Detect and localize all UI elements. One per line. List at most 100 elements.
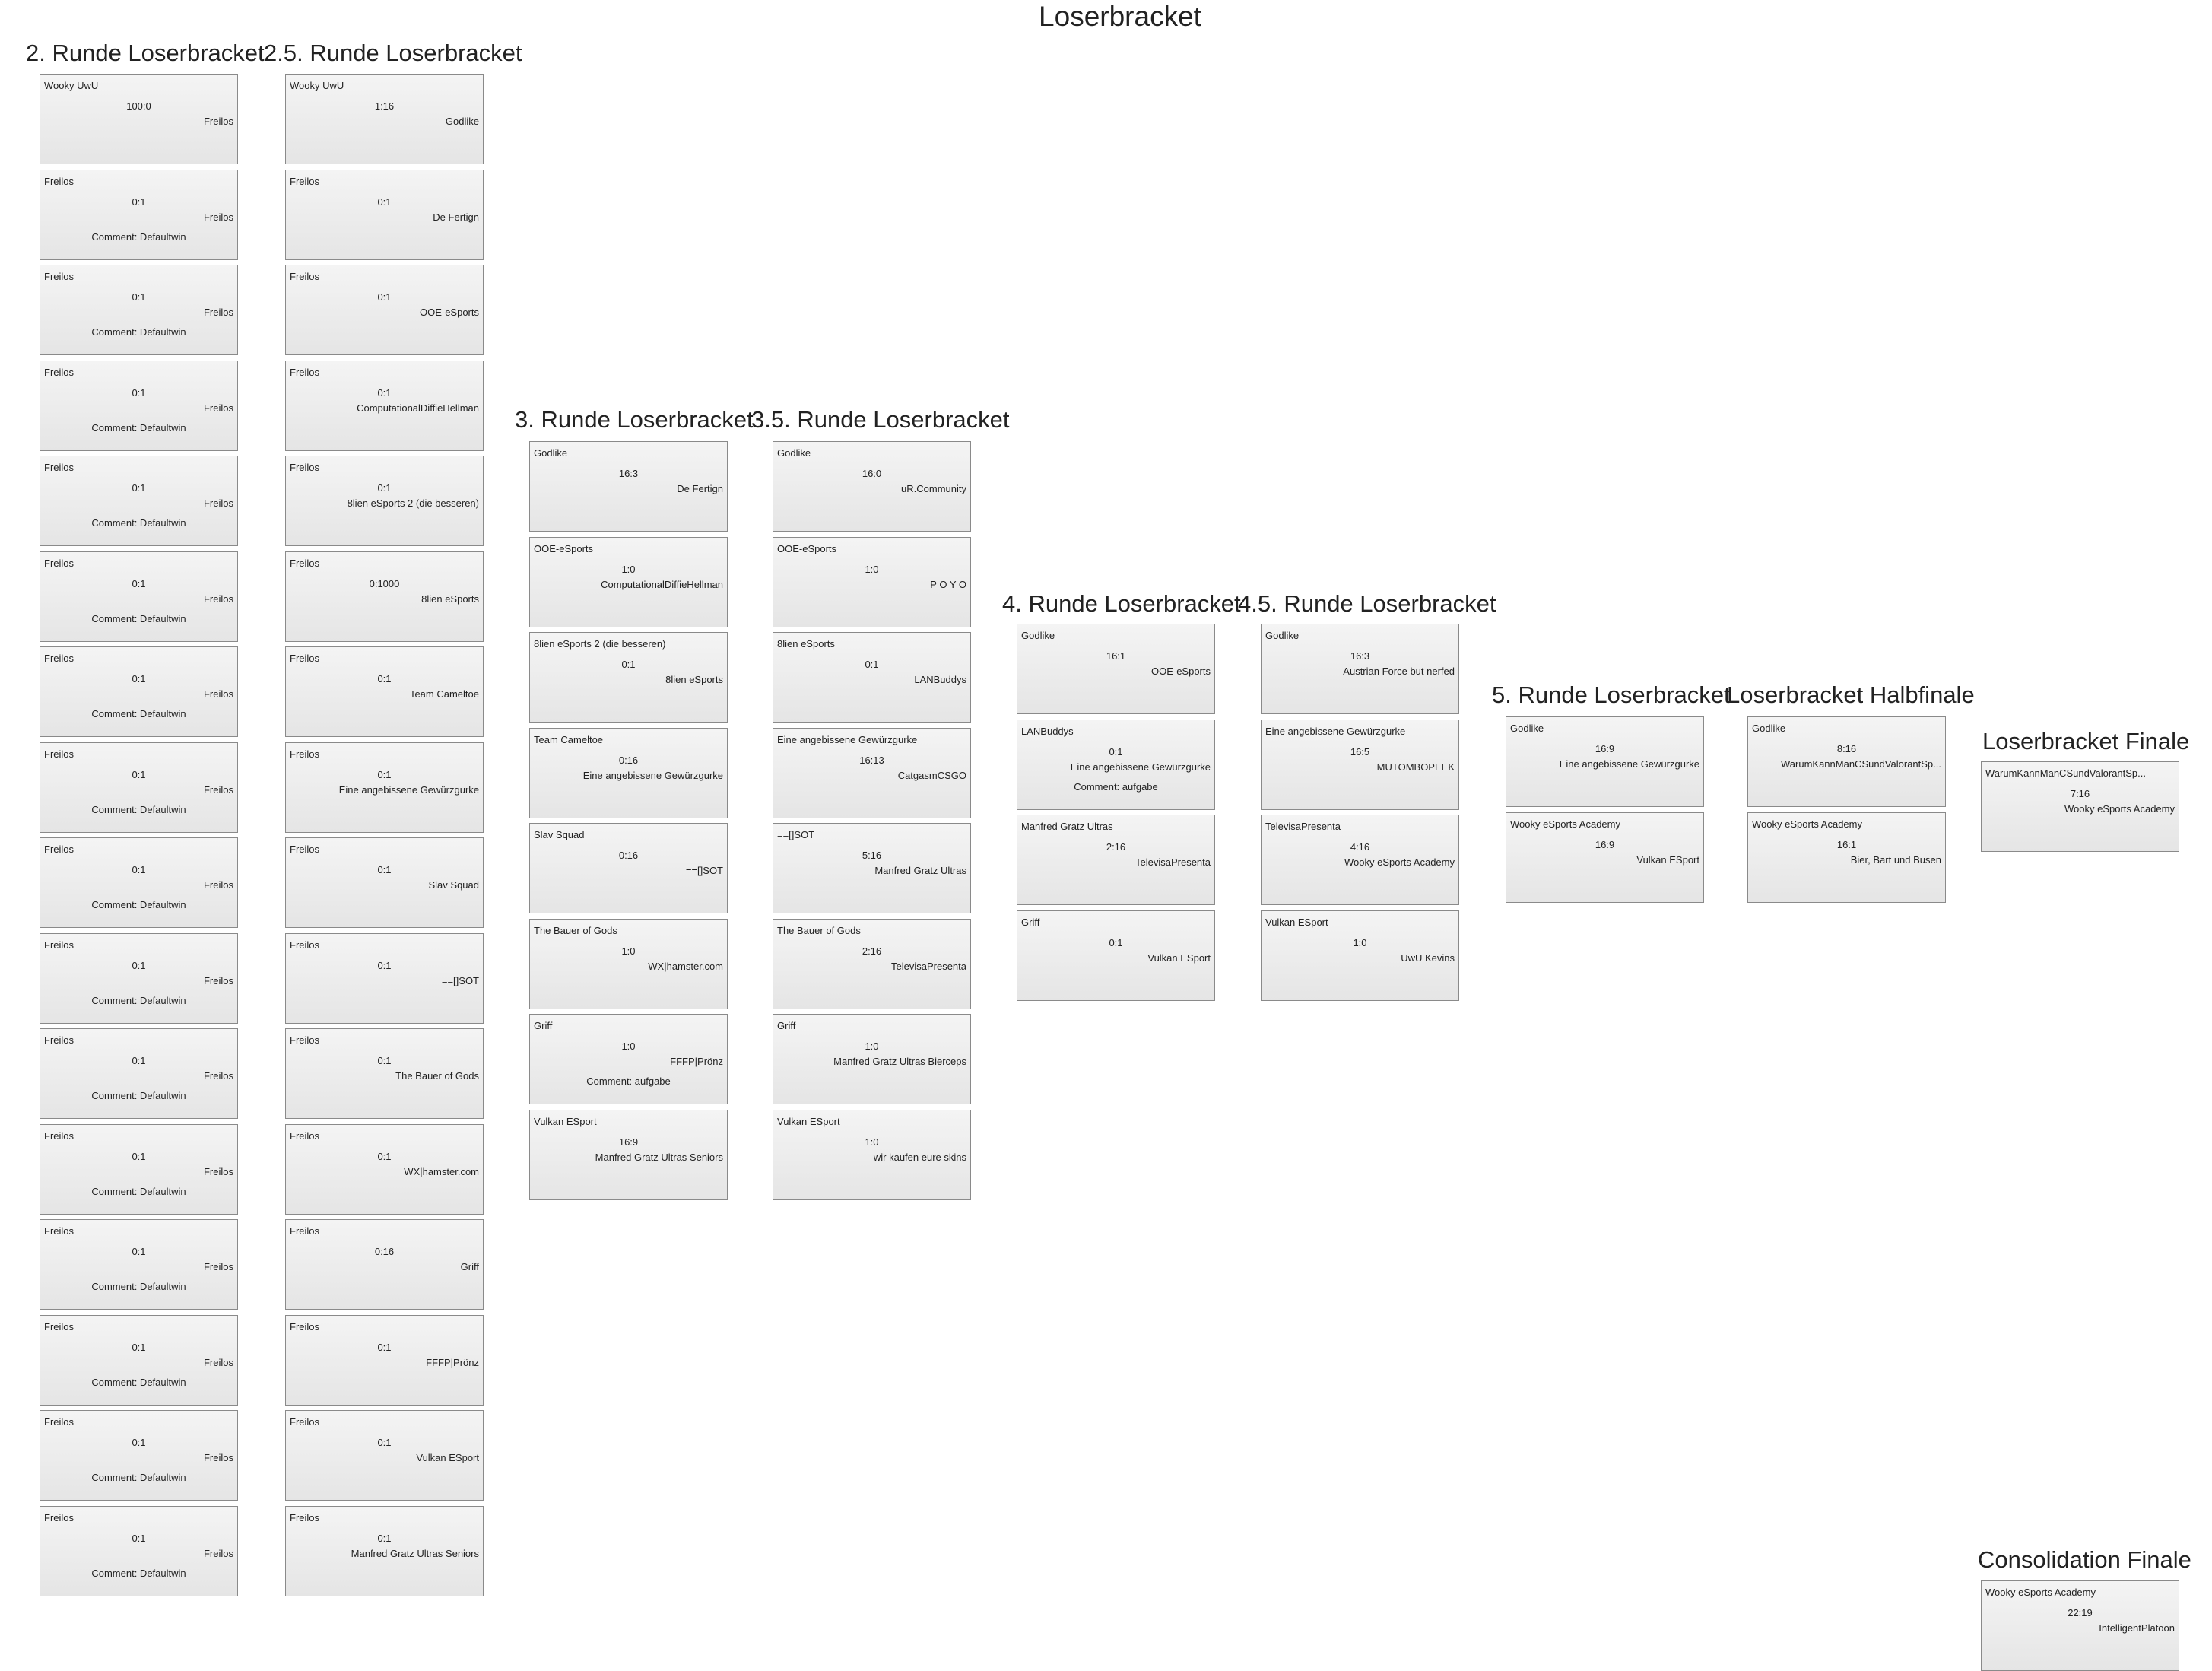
team1-name: Wooky eSports Academy bbox=[1510, 818, 1620, 830]
match-card[interactable]: The Bauer of Gods 2:16 TelevisaPresenta bbox=[773, 918, 971, 1009]
match-card[interactable]: Wooky UwU 100:0 Freilos bbox=[40, 74, 238, 164]
match-card[interactable]: Freilos 0:1 Freilos Comment: Defaultwin bbox=[40, 1123, 238, 1215]
match-card[interactable]: The Bauer of Gods 1:0 WX|hamster.com bbox=[529, 918, 728, 1009]
match-comment: Comment: Defaultwin bbox=[91, 517, 186, 529]
team2-name: Freilos bbox=[203, 497, 233, 509]
match-card[interactable]: WarumKannManCSundValorantSp... 7:16 Wooky … bbox=[1981, 761, 2179, 852]
match-score: 0:1 bbox=[377, 482, 392, 494]
match-card[interactable]: Eine angebissene Gewürzgurke 16:13 Catgasm… bbox=[773, 727, 971, 818]
team1-name: Freilos bbox=[44, 462, 75, 473]
match-score: 2:16 bbox=[862, 945, 882, 957]
match-card[interactable]: Vulkan ESport 1:0 wir kaufen eure skins bbox=[773, 1109, 971, 1200]
match-card[interactable]: Vulkan ESport 16:9 Manfred Gratz Ultras Se… bbox=[529, 1109, 728, 1200]
match-card[interactable]: Freilos 0:16 Griff bbox=[285, 1219, 484, 1310]
team1-name: OOE-eSports bbox=[777, 542, 837, 554]
match-card[interactable]: Griff 1:0 Manfred Gratz Ultras Bierceps bbox=[773, 1014, 971, 1104]
match-card[interactable]: Freilos 0:1 Freilos Comment: Defaultwin bbox=[40, 1410, 238, 1501]
match-card[interactable]: Freilos 0:1 Freilos Comment: Defaultwin bbox=[40, 742, 238, 833]
match-card[interactable]: Godlike 16:3 Austrian Force but nerfed bbox=[1261, 624, 1459, 714]
match-card[interactable]: Freilos 0:1 FFFP|Prönz bbox=[285, 1314, 484, 1406]
match-card[interactable]: Wooky eSports Academy 16:1 Bier, Bart und … bbox=[1747, 812, 1946, 903]
match-card[interactable]: OOE-eSports 1:0 P O Y O bbox=[773, 536, 971, 627]
match-card[interactable]: Freilos 0:1 WX|hamster.com bbox=[285, 1123, 484, 1215]
match-card[interactable]: Freilos 0:1 Manfred Gratz Ultras Seniors bbox=[285, 1505, 484, 1596]
team2-name: 8lien eSports bbox=[665, 674, 723, 685]
match-score: 0:1 bbox=[132, 864, 146, 875]
match-card[interactable]: Griff 1:0 FFFP|Prönz Comment: aufgabe bbox=[529, 1014, 728, 1104]
team1-name: Freilos bbox=[290, 271, 320, 282]
match-card[interactable]: Wooky eSports Academy 16:9 Vulkan ESport bbox=[1506, 812, 1704, 903]
match-card[interactable]: Freilos 0:1 Freilos Comment: Defaultwin bbox=[40, 169, 238, 260]
team1-name: The Bauer of Gods bbox=[777, 924, 861, 936]
team1-name: Freilos bbox=[290, 1320, 320, 1333]
match-card[interactable]: Freilos 0:1 Freilos Comment: Defaultwin bbox=[40, 360, 238, 451]
match-card[interactable]: 8lien eSports 2 (die besseren) 0:1 8lien e… bbox=[529, 632, 728, 723]
match-card[interactable]: Godlike 16:3 De Fertign bbox=[529, 441, 728, 532]
team2-name: IntelligentPlatoon bbox=[2099, 1622, 2175, 1634]
match-card[interactable]: Manfred Gratz Ultras 2:16 TelevisaPresenta bbox=[1017, 815, 1215, 905]
match-card[interactable]: ==[]SOT 5:16 Manfred Gratz Ultras bbox=[773, 823, 971, 913]
match-card[interactable]: Wooky UwU 1:16 Godlike bbox=[285, 74, 484, 164]
match-score: 0:1 bbox=[132, 482, 146, 494]
match-card[interactable]: Freilos 0:1 Freilos Comment: Defaultwin bbox=[40, 646, 238, 737]
match-card[interactable]: Vulkan ESport 1:0 UwU Kevins bbox=[1261, 910, 1459, 1001]
match-card[interactable]: Freilos 0:1 Freilos Comment: Defaultwin bbox=[40, 265, 238, 355]
match-card[interactable]: Freilos 0:1 ==[]SOT bbox=[285, 932, 484, 1024]
match-card[interactable]: Freilos 0:1 Freilos Comment: Defaultwin bbox=[40, 1314, 238, 1406]
match-card[interactable]: Freilos 0:1 Freilos Comment: Defaultwin bbox=[40, 1028, 238, 1119]
match-card[interactable]: Wooky eSports Academy 22:19 IntelligentPla… bbox=[1981, 1580, 2179, 1671]
match-score: 0:1 bbox=[132, 1150, 146, 1162]
match-comment: Comment: Defaultwin bbox=[91, 708, 186, 720]
team2-name: WX|hamster.com bbox=[404, 1165, 479, 1177]
match-score: 0:1 bbox=[132, 768, 146, 780]
match-card[interactable]: Freilos 0:1 Vulkan ESport bbox=[285, 1410, 484, 1501]
match-card[interactable]: Freilos 0:1 Freilos Comment: Defaultwin bbox=[40, 1219, 238, 1310]
match-card[interactable]: Freilos 0:1 The Bauer of Gods bbox=[285, 1028, 484, 1119]
match-card[interactable]: Freilos 0:1 Slav Squad bbox=[285, 837, 484, 928]
match-card[interactable]: Slav Squad 0:16 ==[]SOT bbox=[529, 823, 728, 913]
match-card[interactable]: TelevisaPresenta 4:16 Wooky eSports Academ… bbox=[1261, 815, 1459, 905]
match-card[interactable]: OOE-eSports 1:0 ComputationalDiffieHellman bbox=[529, 536, 728, 627]
match-comment: Comment: Defaultwin bbox=[91, 803, 186, 815]
match-card[interactable]: Godlike 16:9 Eine angebissene Gewürzgurke bbox=[1506, 716, 1704, 807]
team1-name: Freilos bbox=[44, 748, 75, 760]
match-card[interactable]: Eine angebissene Gewürzgurke 16:5 MUTOMBOP… bbox=[1261, 719, 1459, 810]
team1-name: Freilos bbox=[290, 748, 320, 760]
match-card[interactable]: Team Cameltoe 0:16 Eine angebissene Gewürz… bbox=[529, 727, 728, 818]
match-card[interactable]: Godlike 16:1 OOE-eSports bbox=[1017, 624, 1215, 714]
team1-name: Wooky eSports Academy bbox=[1752, 818, 1862, 830]
match-card[interactable]: Freilos 0:1 Eine angebissene Gewürzgurke bbox=[285, 742, 484, 833]
team2-name: Freilos bbox=[203, 211, 233, 223]
match-card[interactable]: Freilos 0:1 Team Cameltoe bbox=[285, 646, 484, 737]
match-card[interactable]: Godlike 8:16 WarumKannManCSundValorantSp..… bbox=[1747, 716, 1946, 807]
team1-name: Freilos bbox=[44, 939, 75, 951]
match-card[interactable]: LANBuddys 0:1 Eine angebissene Gewürzgurke… bbox=[1017, 719, 1215, 810]
match-card[interactable]: Freilos 0:1 Freilos Comment: Defaultwin bbox=[40, 932, 238, 1024]
match-card[interactable]: Freilos 0:1000 8lien eSports bbox=[285, 551, 484, 642]
team2-name: FFFP|Prönz bbox=[670, 1056, 723, 1067]
team1-name: 8lien eSports 2 (die besseren) bbox=[534, 638, 666, 650]
match-score: 2:16 bbox=[1106, 841, 1126, 853]
match-card[interactable]: Griff 0:1 Vulkan ESport bbox=[1017, 910, 1215, 1001]
team2-name: Freilos bbox=[203, 1165, 233, 1177]
team2-name: 8lien eSports bbox=[421, 592, 479, 605]
match-card[interactable]: Freilos 0:1 Freilos Comment: Defaultwin bbox=[40, 837, 238, 928]
round-heading: 2. Runde Loserbracket bbox=[26, 40, 265, 66]
match-card[interactable]: Freilos 0:1 Freilos Comment: Defaultwin bbox=[40, 551, 238, 642]
match-card[interactable]: Freilos 0:1 OOE-eSports bbox=[285, 265, 484, 355]
match-comment: Comment: Defaultwin bbox=[91, 899, 186, 910]
match-card[interactable]: Godlike 16:0 uR.Community bbox=[773, 441, 971, 532]
team2-name: Eine angebissene Gewürzgurke bbox=[582, 769, 723, 781]
match-card[interactable]: Freilos 0:1 De Fertign bbox=[285, 169, 484, 260]
match-card[interactable]: Freilos 0:1 8lien eSports 2 (die besseren) bbox=[285, 456, 484, 546]
match-card[interactable]: 8lien eSports 0:1 LANBuddys bbox=[773, 632, 971, 723]
team2-name: Slav Squad bbox=[428, 879, 480, 891]
team1-name: ==[]SOT bbox=[777, 829, 815, 840]
team2-name: Vulkan ESport bbox=[416, 1452, 479, 1463]
team1-name: Freilos bbox=[290, 939, 320, 951]
match-card[interactable]: Freilos 0:1 ComputationalDiffieHellman bbox=[285, 360, 484, 451]
team1-name: TelevisaPresenta bbox=[1265, 821, 1341, 832]
team2-name: Freilos bbox=[203, 1547, 233, 1559]
match-card[interactable]: Freilos 0:1 Freilos Comment: Defaultwin bbox=[40, 1505, 238, 1596]
match-card[interactable]: Freilos 0:1 Freilos Comment: Defaultwin bbox=[40, 456, 238, 546]
